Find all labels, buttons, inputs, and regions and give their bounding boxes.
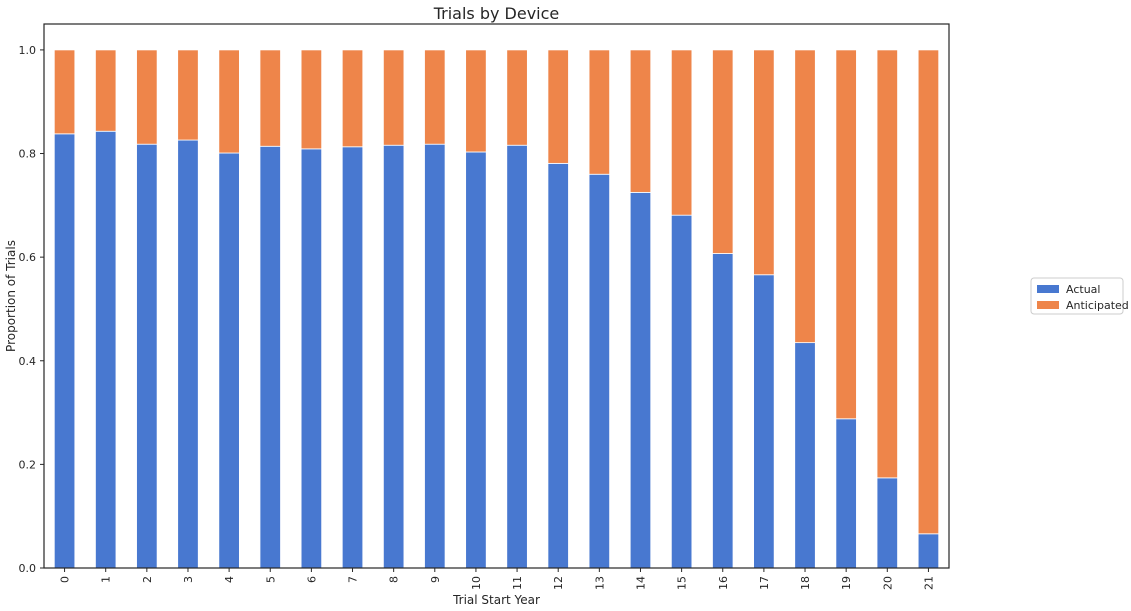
bar-actual-21 bbox=[917, 533, 940, 569]
bar-anticipated-9 bbox=[424, 49, 446, 145]
y-tick-label: 0.4 bbox=[19, 355, 37, 368]
legend-label-anticipated: Anticipated bbox=[1066, 299, 1129, 312]
y-tick-label: 0.8 bbox=[19, 148, 37, 161]
chart-title: Trials by Device bbox=[433, 4, 560, 23]
bar-anticipated-6 bbox=[300, 49, 323, 150]
legend-label-actual: Actual bbox=[1066, 283, 1100, 296]
y-tick-label: 0.0 bbox=[19, 562, 37, 575]
x-tick-label: 15 bbox=[676, 576, 689, 590]
bar-actual-11 bbox=[506, 144, 528, 569]
y-axis-title: Proportion of Trials bbox=[4, 240, 18, 352]
bar-anticipated-16 bbox=[712, 49, 734, 254]
bar-anticipated-13 bbox=[588, 49, 611, 175]
x-tick-label: 17 bbox=[758, 576, 771, 590]
bar-anticipated-19 bbox=[835, 49, 857, 420]
bar-anticipated-15 bbox=[670, 49, 693, 216]
x-tick-label: 5 bbox=[264, 576, 277, 583]
y-tick-label: 0.2 bbox=[19, 458, 37, 471]
x-tick-label: 21 bbox=[922, 576, 935, 590]
bar-actual-5 bbox=[259, 145, 281, 569]
bar-anticipated-1 bbox=[95, 49, 117, 132]
x-tick-label: 2 bbox=[141, 576, 154, 583]
x-tick-label: 1 bbox=[100, 576, 113, 583]
bar-anticipated-4 bbox=[218, 49, 240, 154]
x-axis: 0 1 2 3 4 5 6 7 8 9 10 11 12 13 14 15 16 17 18 19 20 21 bbox=[59, 568, 935, 590]
x-tick-label: 6 bbox=[305, 576, 318, 583]
bar-anticipated-3 bbox=[177, 49, 199, 141]
bar-anticipated-2 bbox=[136, 49, 158, 145]
bar-actual-8 bbox=[382, 144, 405, 569]
bar-actual-0 bbox=[53, 133, 76, 569]
bar-actual-18 bbox=[794, 342, 816, 569]
x-tick-label: 8 bbox=[388, 576, 401, 583]
bar-actual-16 bbox=[712, 253, 734, 569]
x-tick-label: 13 bbox=[593, 576, 606, 590]
bar-anticipated-21 bbox=[917, 49, 940, 535]
x-tick-label: 0 bbox=[59, 576, 72, 583]
bar-actual-19 bbox=[835, 418, 857, 569]
x-tick-label: 20 bbox=[881, 576, 894, 590]
bar-anticipated-14 bbox=[629, 49, 652, 193]
x-tick-label: 7 bbox=[347, 576, 360, 583]
bar-anticipated-7 bbox=[341, 49, 364, 148]
x-tick-label: 16 bbox=[717, 576, 730, 590]
bar-actual-4 bbox=[218, 152, 240, 569]
bar-actual-7 bbox=[341, 146, 364, 569]
bar-actual-14 bbox=[629, 191, 652, 569]
x-tick-label: 10 bbox=[470, 576, 483, 590]
legend-swatch-actual bbox=[1037, 285, 1059, 293]
legend: Actual Anticipated bbox=[1030, 277, 1129, 315]
x-tick-label: 14 bbox=[634, 576, 647, 590]
x-tick-label: 3 bbox=[182, 576, 195, 583]
bar-actual-12 bbox=[547, 162, 569, 569]
bar-anticipated-17 bbox=[753, 49, 775, 276]
bar-anticipated-11 bbox=[506, 49, 528, 146]
bar-anticipated-18 bbox=[794, 49, 816, 344]
bar-anticipated-12 bbox=[547, 49, 569, 164]
y-tick-label: 0.6 bbox=[19, 251, 37, 264]
bar-actual-6 bbox=[300, 148, 323, 569]
bar-actual-13 bbox=[588, 173, 611, 569]
bar-actual-3 bbox=[177, 139, 199, 569]
bar-actual-10 bbox=[465, 151, 487, 569]
bars-layer bbox=[53, 49, 940, 569]
bar-anticipated-0 bbox=[53, 49, 76, 135]
bar-actual-1 bbox=[95, 130, 117, 569]
x-tick-label: 11 bbox=[511, 576, 524, 590]
x-axis-title: Trial Start Year bbox=[452, 593, 540, 607]
bar-anticipated-10 bbox=[465, 49, 487, 153]
bar-actual-2 bbox=[136, 143, 158, 569]
x-tick-label: 19 bbox=[840, 576, 853, 590]
y-axis: 0.0 0.2 0.4 0.6 0.8 1.0 bbox=[19, 44, 44, 575]
bar-actual-9 bbox=[424, 143, 446, 569]
x-tick-label: 9 bbox=[429, 576, 442, 583]
bar-anticipated-20 bbox=[876, 49, 898, 479]
bar-anticipated-5 bbox=[259, 49, 281, 147]
x-tick-label: 12 bbox=[552, 576, 565, 590]
legend-swatch-anticipated bbox=[1037, 301, 1059, 309]
x-tick-label: 18 bbox=[799, 576, 812, 590]
plot-frame bbox=[43, 23, 950, 569]
bar-actual-15 bbox=[670, 214, 693, 569]
bar-anticipated-8 bbox=[382, 49, 405, 146]
bar-actual-17 bbox=[753, 274, 775, 569]
y-tick-label: 1.0 bbox=[19, 44, 37, 57]
bar-actual-20 bbox=[876, 477, 898, 569]
x-tick-label: 4 bbox=[223, 576, 236, 583]
